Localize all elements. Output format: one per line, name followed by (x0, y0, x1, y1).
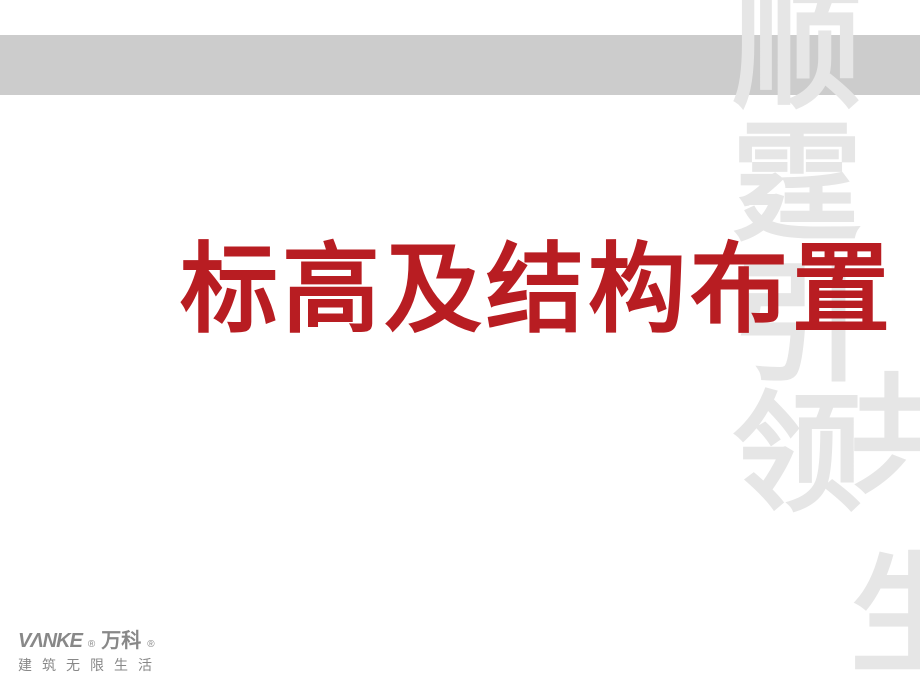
watermark-char-1: 顺 (732, 0, 862, 122)
logo-mark-latin: VΛNKE (18, 630, 82, 653)
slide-title: 标高及结构布置 (180, 210, 894, 352)
logo-mark-cn: 万科 (101, 624, 141, 653)
logo-block: VΛNKE ® 万科 ® 建筑无限生活 (18, 624, 162, 675)
watermark-char-5: 共 (850, 370, 920, 507)
logo-registered-icon: ® (147, 639, 154, 650)
logo-registered-icon: ® (88, 639, 95, 650)
watermark-char-4: 领 (732, 388, 862, 525)
watermark-char-6: 生 (850, 550, 920, 687)
logo-tagline: 建筑无限生活 (18, 655, 162, 675)
